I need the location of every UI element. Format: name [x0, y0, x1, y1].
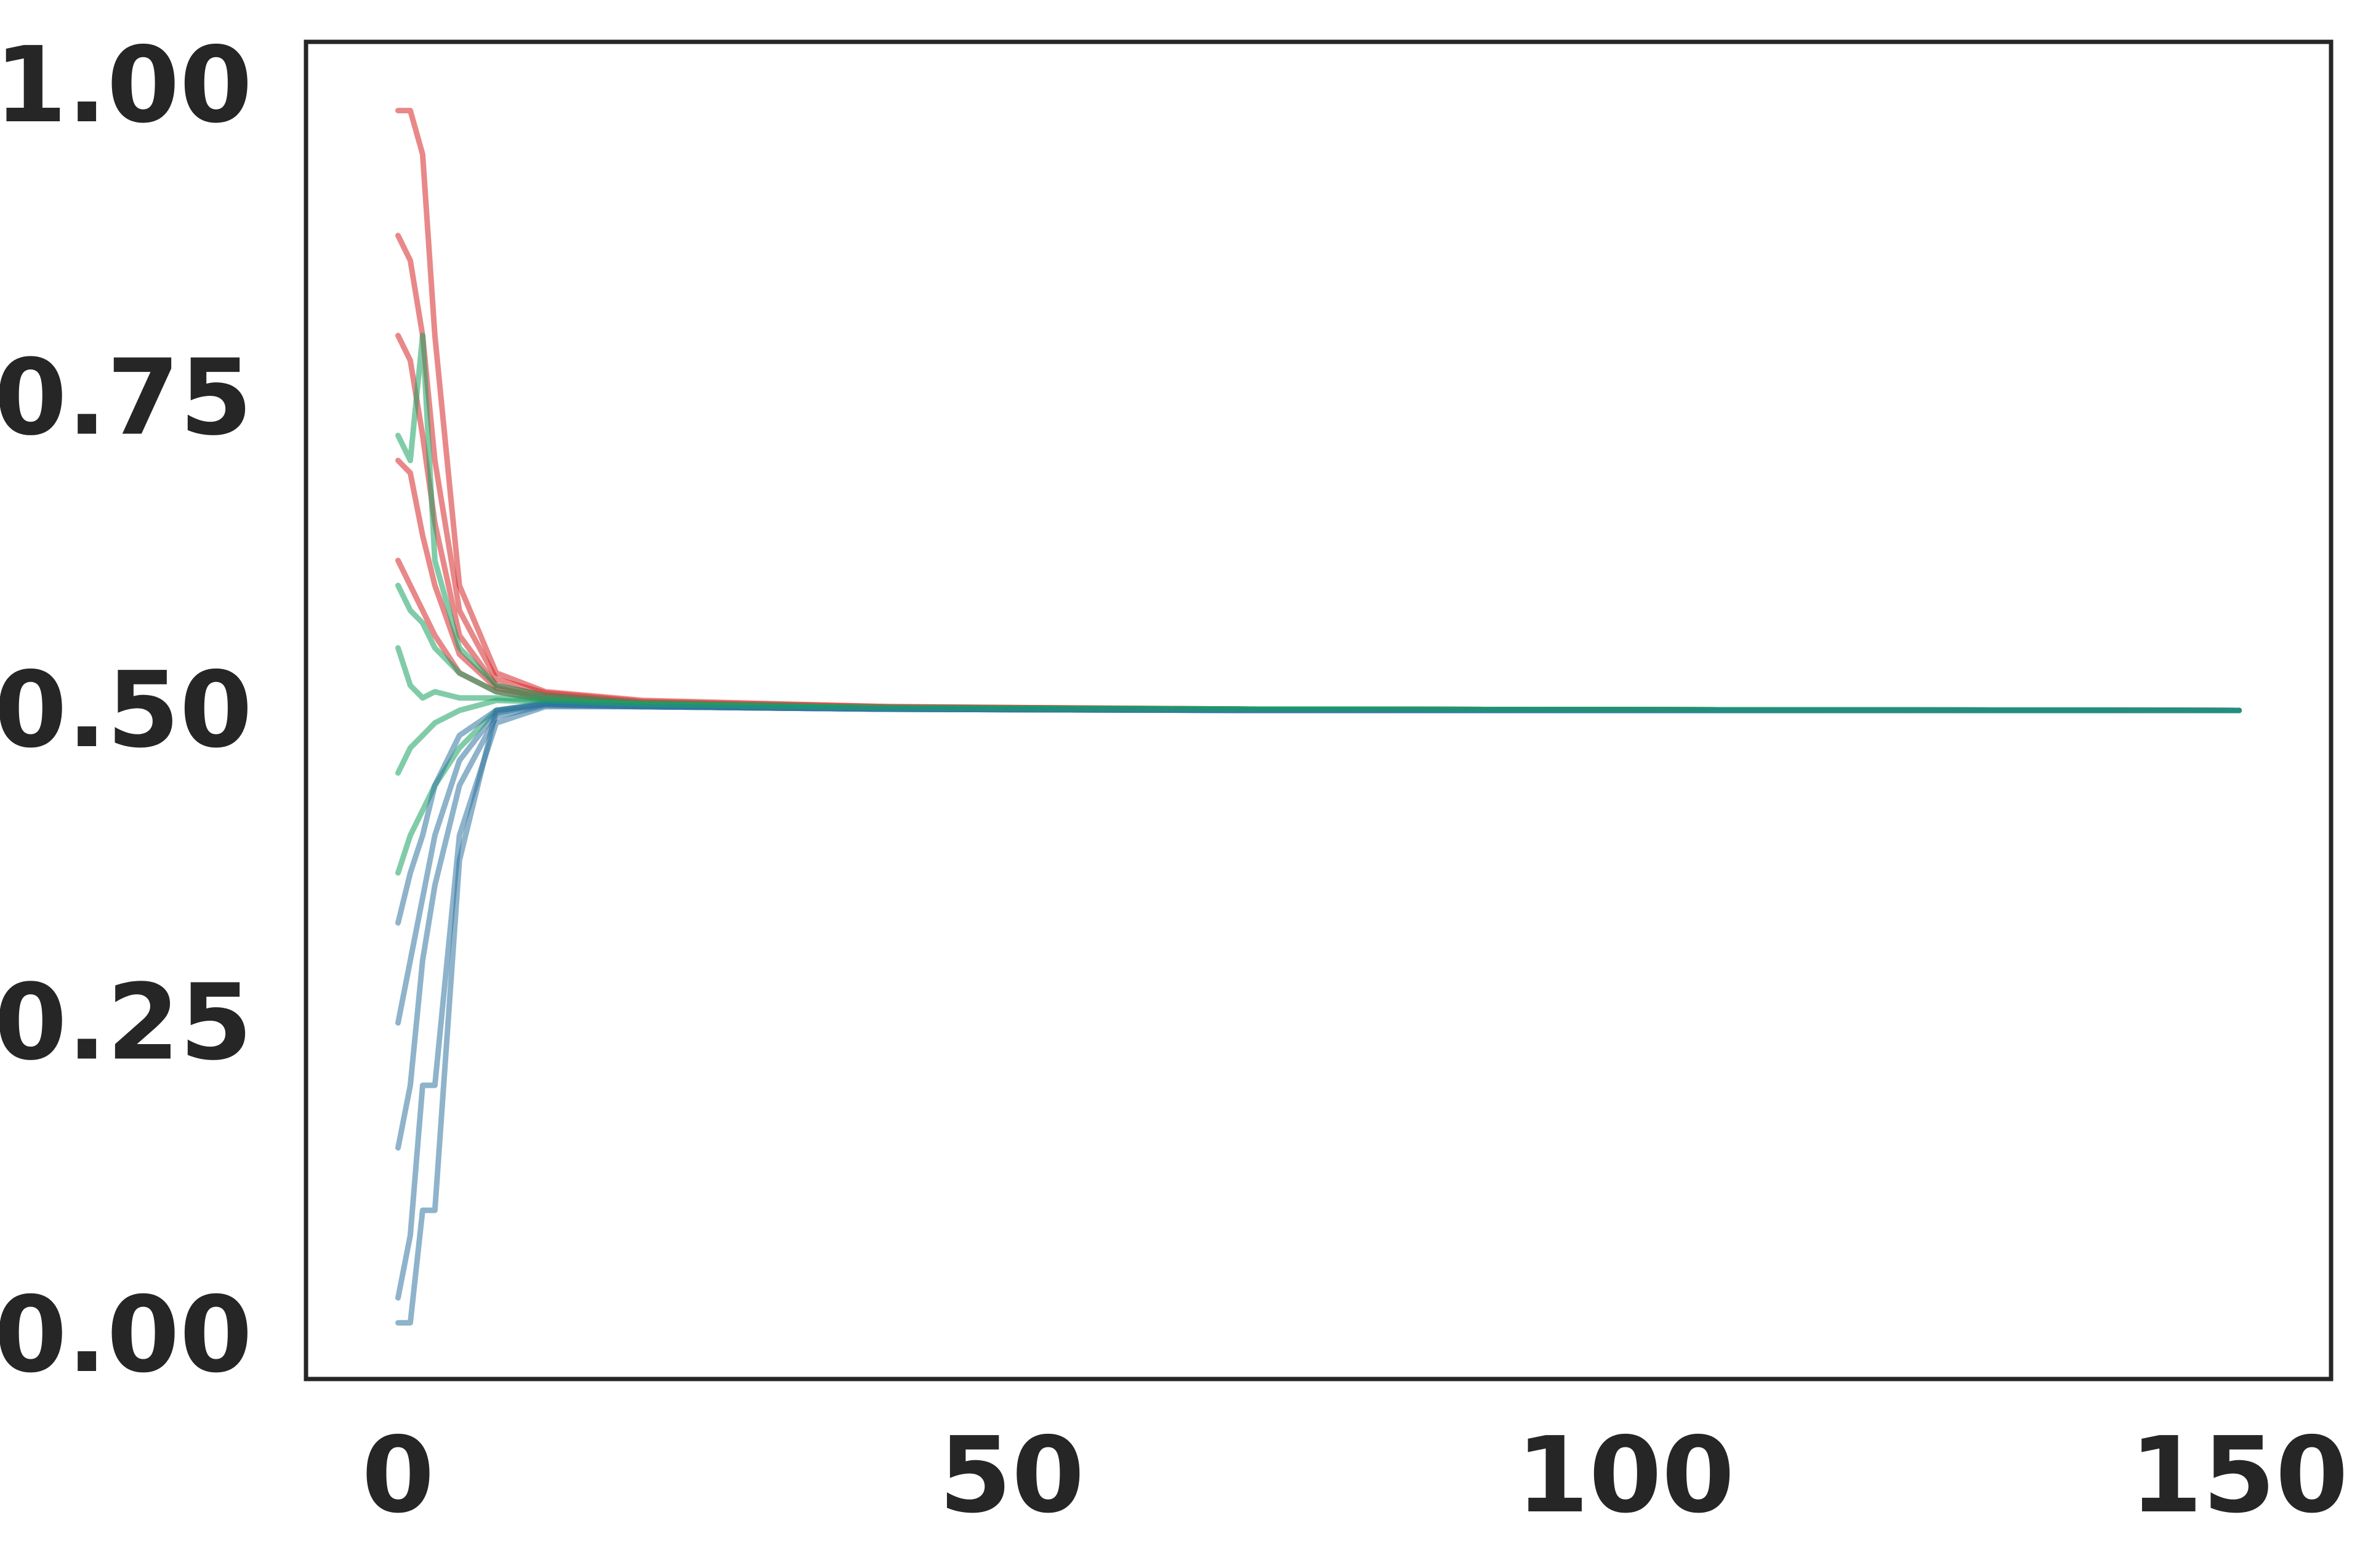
x-tick-label: 100: [1516, 1415, 1734, 1537]
y-tick-label: 0.00: [0, 1274, 252, 1396]
y-tick-labels: 0.00 0.25 0.50 0.75 1.00: [0, 25, 252, 1396]
y-tick-label: 0.25: [0, 962, 252, 1084]
plot-frame: [304, 39, 2334, 1381]
x-tick-label: 0: [361, 1415, 434, 1537]
series-line-green-14: [395, 645, 2242, 714]
x-tick-labels: 0 50 100 150: [361, 1415, 2348, 1537]
x-tick-label: 150: [2130, 1415, 2348, 1537]
y-tick-label: 0.50: [0, 649, 252, 771]
series-lines: [395, 108, 2242, 1326]
y-tick-label: 1.00: [0, 25, 252, 147]
x-tick-label: 50: [939, 1415, 1085, 1537]
y-tick-label: 0.75: [0, 337, 252, 459]
